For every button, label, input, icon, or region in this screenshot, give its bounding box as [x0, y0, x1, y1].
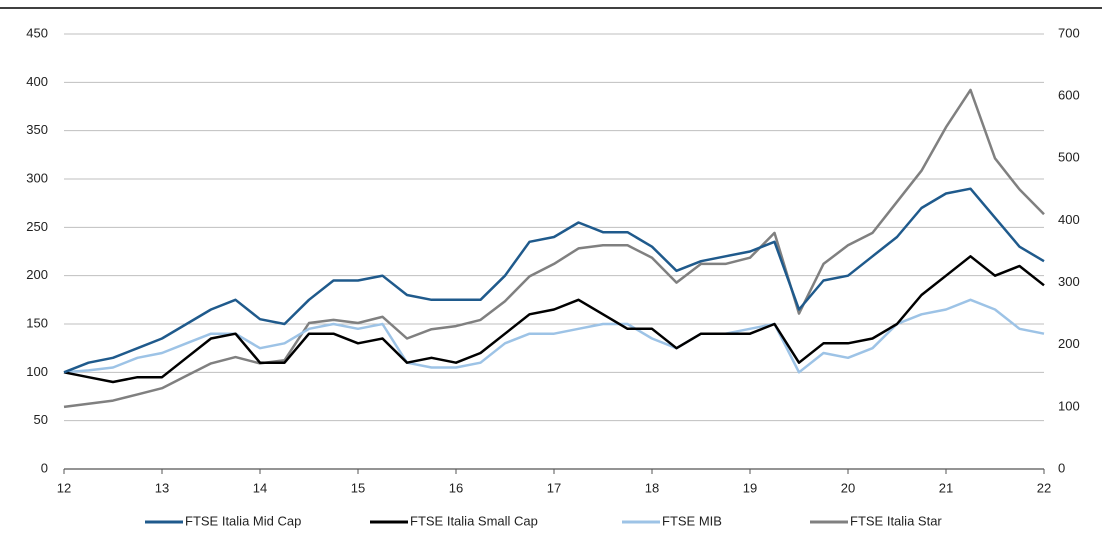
- y-tick-label: 200: [26, 267, 48, 282]
- y-tick-label: 300: [26, 170, 48, 185]
- legend-label: FTSE Italia Star: [850, 513, 942, 528]
- series-line: [63, 88, 1045, 409]
- x-tick-label: 14: [253, 480, 267, 495]
- y2-tick-label: 0: [1058, 460, 1065, 475]
- x-tick-label: 21: [939, 480, 953, 495]
- y2-tick-label: 700: [1058, 25, 1080, 40]
- y-tick-label: 450: [26, 25, 48, 40]
- x-tick-label: 12: [57, 480, 71, 495]
- x-tick-label: 18: [645, 480, 659, 495]
- y-tick-label: 50: [34, 412, 48, 427]
- x-tick-label: 20: [841, 480, 855, 495]
- y2-tick-label: 500: [1058, 150, 1080, 165]
- y2-tick-label: 100: [1058, 398, 1080, 413]
- x-tick-label: 17: [547, 480, 561, 495]
- y-tick-label: 0: [41, 460, 48, 475]
- legend-label: FTSE Italia Mid Cap: [185, 513, 301, 528]
- x-tick-label: 13: [155, 480, 169, 495]
- x-tick-label: 15: [351, 480, 365, 495]
- y2-tick-label: 600: [1058, 88, 1080, 103]
- legend-label: FTSE MIB: [662, 513, 722, 528]
- series-line: [63, 255, 1045, 384]
- y-tick-label: 400: [26, 74, 48, 89]
- legend-label: FTSE Italia Small Cap: [410, 513, 538, 528]
- series-line: [63, 298, 1045, 374]
- y2-tick-label: 400: [1058, 212, 1080, 227]
- x-tick-label: 16: [449, 480, 463, 495]
- y-tick-label: 150: [26, 315, 48, 330]
- y-tick-label: 250: [26, 219, 48, 234]
- x-tick-label: 22: [1037, 480, 1051, 495]
- y-tick-label: 100: [26, 364, 48, 379]
- y2-tick-label: 300: [1058, 274, 1080, 289]
- x-tick-label: 19: [743, 480, 757, 495]
- y2-tick-label: 200: [1058, 336, 1080, 351]
- series-line: [63, 187, 1045, 374]
- y-tick-label: 350: [26, 122, 48, 137]
